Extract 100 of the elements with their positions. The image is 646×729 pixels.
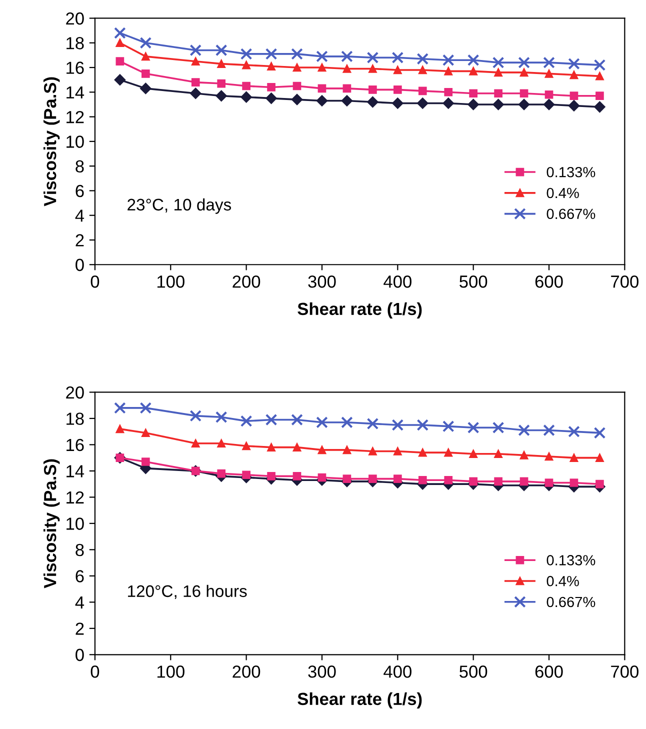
point [217,60,226,68]
point [368,64,377,73]
x-tick-label: 300 [308,276,336,288]
point [242,442,250,450]
point [416,419,429,431]
point [141,458,150,466]
point [116,424,124,434]
y-tick-label: 0 [76,648,84,662]
x-tick-label: 600 [535,276,563,288]
legend-label: 0.667% [546,208,596,220]
x-axis-title: Shear rate (1/s) [298,692,422,709]
point [114,27,126,39]
y-tick-label: 4 [75,210,84,222]
point [217,79,226,88]
point [292,63,302,72]
point [316,95,328,106]
point [292,472,302,480]
y-tick-label: 2 [76,234,84,246]
point [366,52,379,64]
x-axis-title: Shear rate (1/s) [298,302,422,319]
point [240,91,252,103]
point [341,95,353,106]
point [366,418,379,430]
x-tick-label: 400 [384,666,412,678]
y-tick-label: 8 [76,544,84,556]
point [316,416,328,428]
point [116,38,124,48]
point [267,443,276,452]
point [568,58,580,70]
point [265,48,278,60]
point [543,424,555,436]
y-axis-title: Viscosity (Pa.S) [43,77,60,206]
point [342,64,352,73]
point [267,472,276,480]
legend-label: 0.667% [546,596,596,608]
point [318,84,326,93]
point [468,98,479,110]
point [494,68,502,77]
point [116,57,124,66]
point [570,478,578,487]
point [393,66,402,74]
point [570,454,578,462]
point [518,56,530,68]
point [318,63,326,72]
y-tick-label: 4 [75,596,84,608]
point [114,74,126,86]
y-tick-label: 12 [66,110,84,124]
point [240,48,252,60]
point [291,94,303,106]
point [543,56,555,68]
y-tick-label: 20 [66,386,84,399]
y-tick-label: 16 [66,438,84,452]
y-tick-label: 10 [66,518,84,530]
x-tick-label: 600 [535,666,563,678]
point [467,422,480,434]
y-tick-label: 8 [76,160,84,173]
point [467,54,480,66]
point [570,92,578,100]
point [469,477,478,486]
x-tick-label: 700 [611,276,638,288]
point [393,447,402,456]
point [442,98,454,109]
point [544,452,554,461]
point [368,474,377,483]
point [266,92,277,104]
point [140,402,152,414]
point [392,52,404,64]
point [242,60,250,70]
y-tick-label: 14 [66,465,84,478]
point [442,420,454,432]
point [594,59,606,71]
point [596,72,604,80]
point [492,422,504,434]
annotation: 23°C, 10 days [128,198,232,214]
point [494,477,502,486]
point [190,88,202,99]
y-tick-label: 6 [76,184,84,198]
point [114,402,126,414]
point [392,419,404,431]
point [341,416,353,428]
point [191,57,200,66]
point [444,88,453,96]
point [568,100,580,112]
point [518,424,530,436]
point [469,450,478,458]
point [416,52,429,65]
point [141,70,150,78]
point [444,67,453,76]
point [368,447,377,456]
point [418,448,427,457]
point [393,474,402,483]
point [520,89,528,98]
point [520,68,528,77]
y-axis-title: Viscosity (Pa.S) [43,459,60,588]
y-tick-label: 18 [66,37,84,50]
point [341,50,353,62]
point [393,86,402,94]
point [442,54,454,66]
point [418,66,427,74]
point [240,415,252,427]
